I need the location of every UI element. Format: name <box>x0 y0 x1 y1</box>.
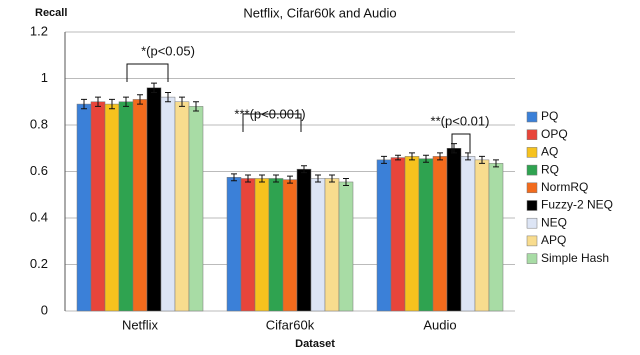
y-tick-label: 0.8 <box>30 116 48 131</box>
bar <box>338 181 354 312</box>
bar <box>254 178 270 312</box>
legend-label: NormRQ <box>541 180 588 194</box>
bar <box>390 157 406 312</box>
bar <box>240 178 256 312</box>
bar <box>268 178 284 312</box>
error-bar <box>301 165 307 174</box>
legend-label: OPQ <box>541 127 568 141</box>
y-tick-label: 0.2 <box>30 256 48 271</box>
error-bar <box>95 96 101 107</box>
error-bar <box>479 155 485 164</box>
bar <box>282 179 298 312</box>
legend-label: Simple Hash <box>541 251 609 265</box>
legend-label: PQ <box>541 109 558 123</box>
bar <box>488 163 504 312</box>
bar <box>76 103 92 312</box>
legend-swatch <box>526 147 538 158</box>
error-bar <box>329 174 335 183</box>
legend-swatch <box>526 253 538 264</box>
legend-swatch <box>526 200 538 211</box>
legend-label: Fuzzy-2 NEQ <box>541 198 613 212</box>
error-bar <box>165 91 171 103</box>
annotation-bracket <box>242 113 302 132</box>
error-bar <box>151 82 157 93</box>
legend-label: APQ <box>541 233 566 247</box>
legend-swatch <box>526 217 538 229</box>
x-tick-label: Audio <box>423 317 456 332</box>
error-bar <box>273 174 279 183</box>
error-bar <box>343 177 349 186</box>
error-bar <box>231 173 237 182</box>
error-bar <box>395 154 401 161</box>
bar <box>310 178 326 312</box>
error-bar <box>381 155 387 164</box>
bar <box>460 156 476 312</box>
error-bar <box>109 98 115 110</box>
bar <box>90 101 106 312</box>
x-tick-label: Cifar60k <box>266 317 315 332</box>
bar <box>132 99 148 312</box>
y-tick-label: 1.2 <box>30 23 48 38</box>
bar <box>376 159 392 312</box>
bar <box>146 87 162 312</box>
error-bar <box>245 174 251 183</box>
error-bar <box>287 175 293 184</box>
error-bar <box>81 98 87 110</box>
annotation-bracket <box>126 63 169 82</box>
annotation: *(p<0.05) <box>141 43 195 58</box>
bar <box>188 106 204 312</box>
y-tick-label: 1 <box>41 70 48 85</box>
bar <box>474 159 490 312</box>
legend-swatch <box>526 111 538 123</box>
bar <box>324 178 340 312</box>
annotation: **(p<0.01) <box>431 113 490 128</box>
legend-swatch <box>526 164 538 176</box>
legend-swatch <box>526 129 538 140</box>
error-bar <box>423 154 429 163</box>
legend-label: AQ <box>541 145 558 159</box>
annotation: ***(p<0.001) <box>234 106 305 121</box>
legend-swatch <box>526 182 538 194</box>
y-tick-label: 0 <box>41 302 48 317</box>
bar <box>404 156 420 312</box>
x-axis-label: Dataset <box>295 338 335 350</box>
legend-label: NEQ <box>541 215 567 229</box>
bar <box>118 101 134 312</box>
bar <box>160 96 176 312</box>
bar <box>446 148 462 312</box>
bar <box>226 177 242 312</box>
x-tick-label: Netflix <box>122 317 159 332</box>
legend-swatch <box>526 235 538 247</box>
y-tick-label: 0.4 <box>30 209 48 224</box>
bar <box>418 158 434 312</box>
y-axis-label: Recall <box>35 7 67 19</box>
annotation-bracket <box>451 133 471 152</box>
error-bar <box>137 94 143 105</box>
legend-label: RQ <box>541 162 559 176</box>
error-bar <box>437 152 443 161</box>
bar <box>174 101 190 312</box>
y-tick-label: 0.6 <box>30 163 48 178</box>
error-bar <box>193 101 199 112</box>
bar <box>432 156 448 312</box>
error-bar <box>409 152 415 161</box>
chart-title: Netflix, Cifar60k and Audio <box>243 5 396 20</box>
bar <box>296 168 312 312</box>
error-bar <box>493 159 499 168</box>
error-bar <box>259 174 265 183</box>
error-bar <box>123 96 129 107</box>
bar <box>104 103 120 312</box>
error-bar <box>465 152 471 161</box>
error-bar <box>179 96 185 107</box>
error-bar <box>315 174 321 183</box>
